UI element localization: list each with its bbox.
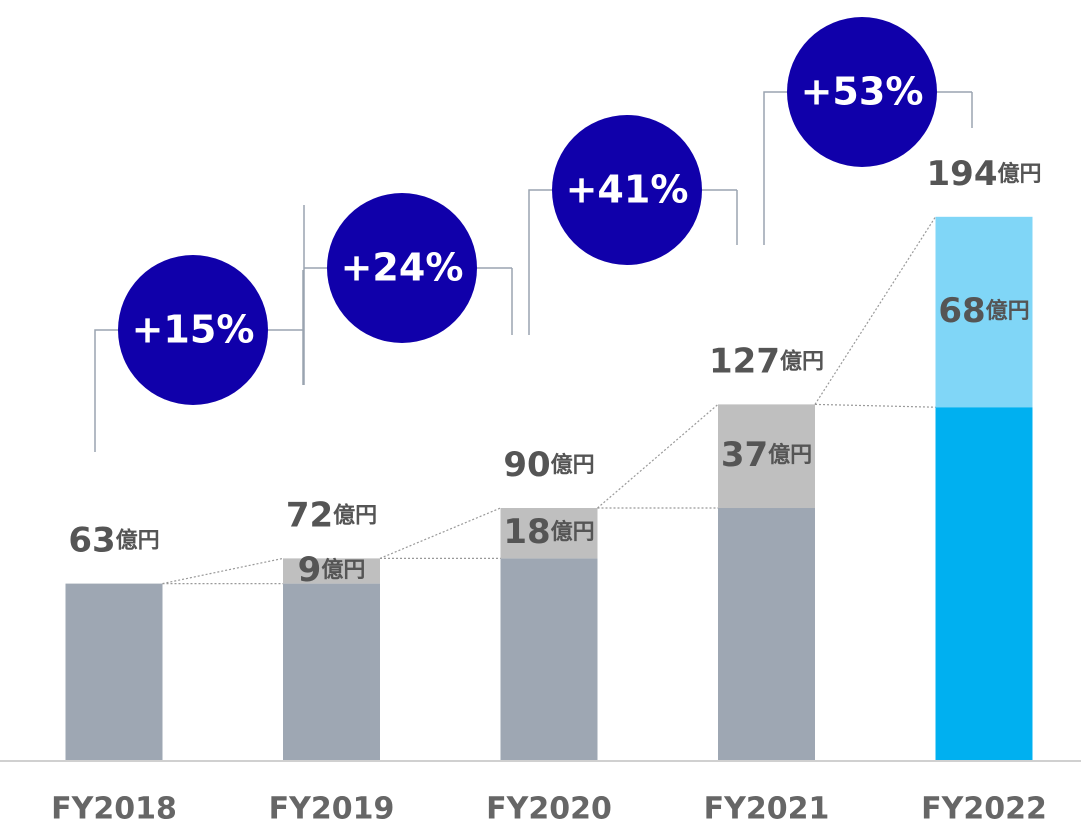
label-number: 72	[286, 495, 333, 535]
segment-label: 37億円	[721, 435, 812, 475]
bar-segment	[935, 407, 1033, 760]
total-label: 127億円	[709, 341, 824, 381]
connector	[814, 403, 936, 408]
growth-label: +15%	[132, 308, 255, 352]
label-unit: 億円	[551, 519, 595, 545]
x-tick-label: FY2022	[921, 792, 1047, 827]
growth-badge	[327, 193, 477, 343]
label-number: 194	[927, 153, 998, 193]
segment-label: 18億円	[503, 512, 594, 552]
total-label: 90億円	[503, 445, 594, 485]
label-number: 90	[503, 445, 550, 485]
total-label: 194億円	[927, 153, 1042, 193]
label-unit: 億円	[333, 502, 377, 528]
label-unit: 億円	[780, 348, 824, 374]
growth-label: +41%	[566, 168, 689, 212]
connector	[379, 507, 501, 559]
label-number: 9	[298, 550, 322, 590]
total-label: 72億円	[286, 495, 377, 535]
bar-segment	[935, 216, 1033, 408]
label-number: 68	[938, 291, 985, 331]
label-number: 18	[503, 512, 550, 552]
x-tick-label: FY2021	[704, 792, 830, 827]
label-unit: 億円	[997, 161, 1041, 187]
label-unit: 億円	[321, 557, 365, 583]
x-tick-label: FY2020	[486, 792, 612, 827]
growth-label: +53%	[801, 70, 924, 114]
segment-label: 9億円	[298, 550, 366, 590]
connector	[597, 403, 719, 509]
growth-badge	[118, 255, 268, 405]
x-tick-label: FY2018	[51, 792, 177, 827]
label-unit: 億円	[768, 442, 812, 468]
connector	[162, 557, 284, 585]
label-number: 127	[709, 341, 780, 381]
segment-label: 68億円	[938, 291, 1029, 331]
bar-segment	[500, 508, 598, 559]
x-tick-label: FY2019	[269, 792, 395, 827]
label-number: 63	[68, 520, 115, 560]
growth-badge	[787, 17, 937, 167]
bar-segment	[65, 583, 163, 760]
label-number: 37	[721, 435, 768, 475]
label-unit: 億円	[551, 452, 595, 478]
growth-badge	[552, 115, 702, 265]
bar-segment	[283, 558, 380, 584]
bar-segment	[283, 583, 380, 760]
bar-segment	[500, 558, 598, 760]
label-unit: 億円	[116, 528, 160, 554]
label-unit: 億円	[986, 298, 1030, 324]
bar-segment	[718, 404, 815, 508]
growth-label: +24%	[341, 246, 464, 290]
bar-segment	[718, 508, 815, 760]
connector	[814, 216, 937, 405]
total-label: 63億円	[68, 520, 159, 560]
